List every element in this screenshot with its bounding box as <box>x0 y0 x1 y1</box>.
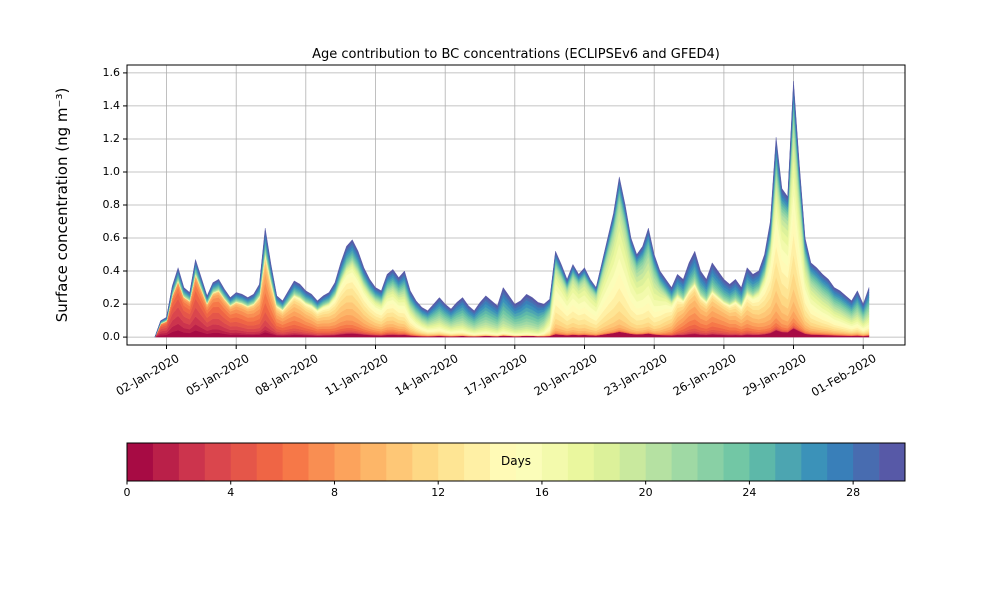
colorbar-segment <box>775 443 802 481</box>
chart-title: Age contribution to BC concentrations (E… <box>312 47 720 62</box>
colorbar-segment <box>152 443 180 481</box>
y-tick-label: 0.8 <box>102 198 121 211</box>
colorbar-segment <box>282 443 309 481</box>
colorbar-tick-label: 20 <box>638 486 653 499</box>
colorbar-segment <box>801 443 828 481</box>
colorbar-segment <box>308 443 335 481</box>
colorbar-segment <box>334 443 361 481</box>
colorbar-segment <box>879 443 906 481</box>
y-tick-label: 0.4 <box>102 264 121 277</box>
y-axis-label: Surface concentration (ng m⁻³) <box>53 87 71 323</box>
y-tick-label: 1.4 <box>102 98 121 112</box>
colorbar-segment <box>438 443 465 481</box>
colorbar-segment <box>567 443 595 481</box>
colorbar-segment <box>178 443 206 481</box>
colorbar-tick-label: 28 <box>846 486 861 499</box>
y-tick-label: 0.2 <box>102 297 121 311</box>
colorbar-segment <box>127 443 154 481</box>
colorbar-segment <box>723 443 750 481</box>
colorbar-segment <box>204 443 232 481</box>
colorbar-tick-label: 16 <box>534 486 549 499</box>
colorbar-segment <box>827 443 854 481</box>
colorbar-segment <box>516 443 543 481</box>
y-tick-label: 0.6 <box>102 231 121 244</box>
colorbar-label: Days <box>501 454 531 468</box>
colorbar-segment <box>386 443 413 481</box>
colorbar-segment <box>671 443 698 481</box>
y-tick-label: 1.2 <box>102 132 121 145</box>
colorbar-segment <box>853 443 880 481</box>
colorbar-frame <box>126 442 906 482</box>
colorbar-tick-label: 0 <box>123 486 131 499</box>
colorbar-tick-label: 24 <box>742 486 757 499</box>
colorbar-segment <box>619 443 646 481</box>
colorbar-segment <box>412 443 439 481</box>
y-tick-label: 0.0 <box>102 330 121 344</box>
colorbar-segment <box>256 443 283 481</box>
colorbar-segment <box>749 443 776 481</box>
y-tick-label: 1.0 <box>102 165 121 178</box>
colorbar-segment <box>593 443 621 481</box>
colorbar-tick-label: 4 <box>227 486 235 499</box>
colorbar-segment <box>464 443 491 481</box>
colorbar-tick-label: 8 <box>330 486 338 499</box>
colorbar-segment <box>490 443 517 481</box>
colorbar-segment <box>230 443 257 481</box>
colorbar-segment <box>360 443 387 481</box>
colorbar-segment <box>697 443 724 481</box>
colorbar-segment <box>645 443 672 481</box>
age-band <box>154 81 870 338</box>
y-tick-label: 1.6 <box>102 65 121 79</box>
colorbar-tick-label: 12 <box>431 486 446 499</box>
colorbar-segment <box>541 443 569 481</box>
